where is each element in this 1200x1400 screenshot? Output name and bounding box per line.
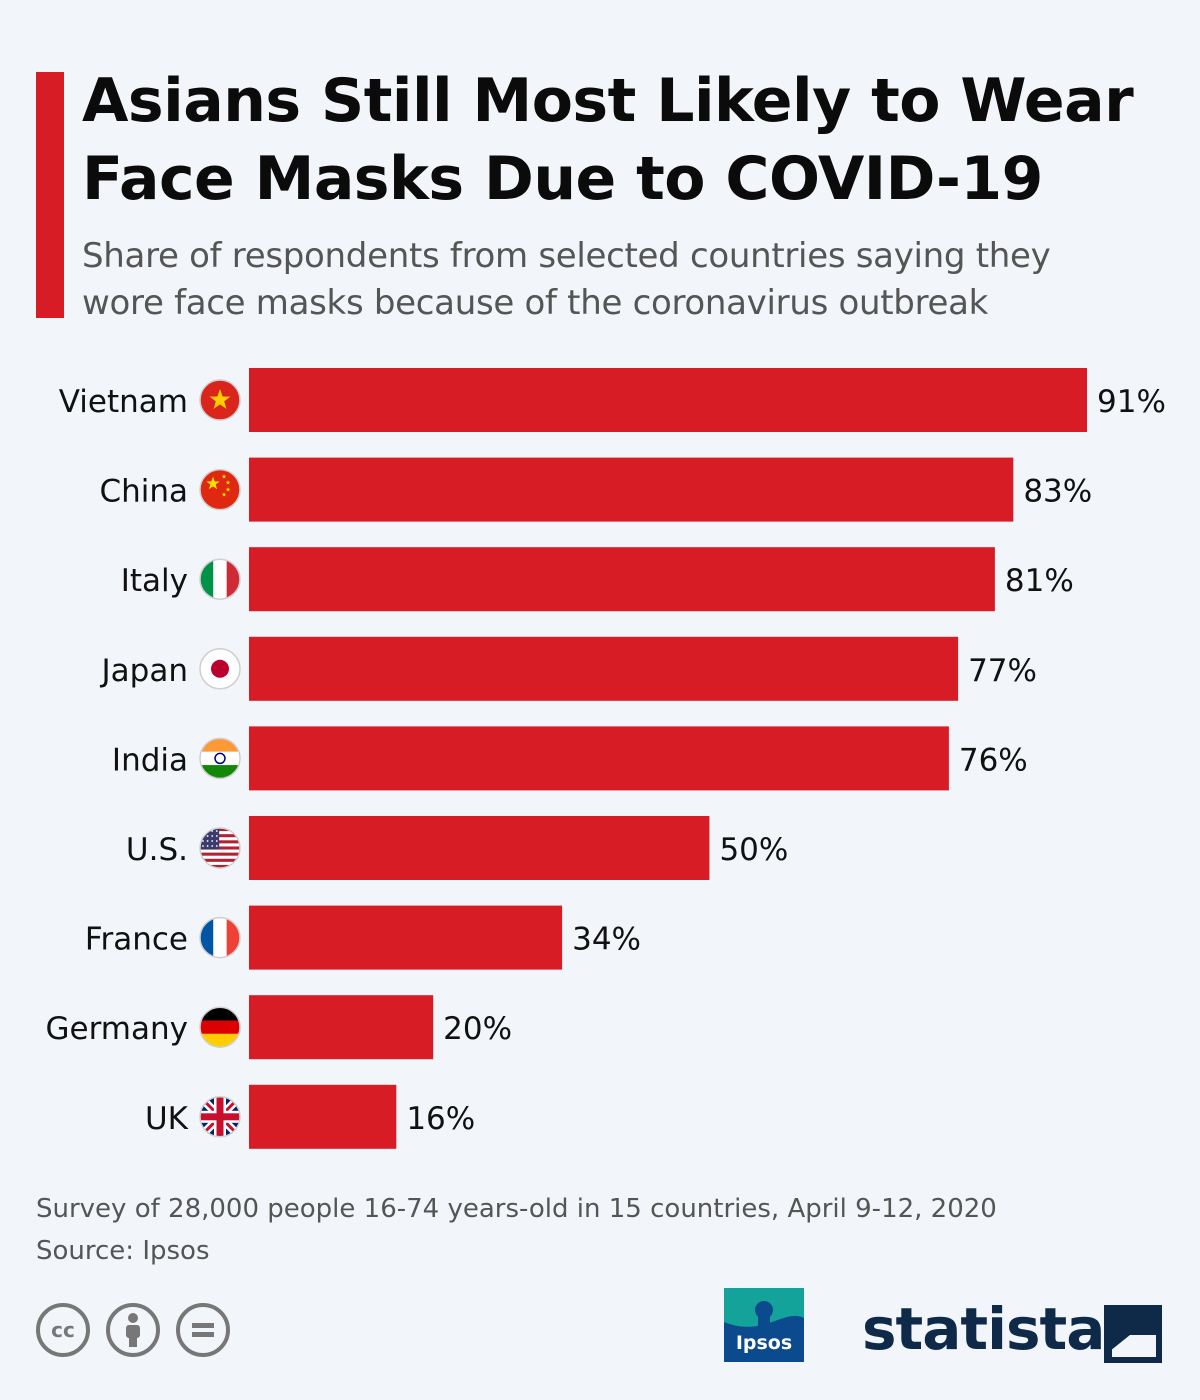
bar-row-france: France 34%	[85, 905, 641, 970]
japan-flag-icon	[199, 648, 241, 690]
category-label: Japan	[100, 653, 188, 689]
category-label: Germany	[46, 1011, 188, 1047]
bar	[249, 457, 1014, 522]
accent-bar	[36, 72, 64, 318]
no-derivatives-icon[interactable]	[176, 1303, 230, 1357]
us-flag-icon	[199, 827, 241, 869]
value-label: 16%	[406, 1101, 475, 1137]
subtitle-line-2: wore face masks because of the coronavir…	[82, 283, 989, 323]
category-label: Vietnam	[59, 384, 188, 420]
ipsos-logo-text: Ipsos	[735, 1332, 793, 1354]
bar-row-india: India 76%	[112, 726, 1028, 791]
value-label: 91%	[1097, 384, 1166, 420]
source-note: Source: Ipsos	[36, 1236, 210, 1266]
value-label: 20%	[443, 1011, 512, 1047]
france-flag-icon	[199, 916, 241, 959]
title-line-2: Face Masks Due to COVID-19	[82, 144, 1043, 214]
category-label: UK	[145, 1101, 189, 1137]
vietnam-flag-icon	[199, 379, 241, 421]
chart-title: Asians Still Most Likely to Wear Face Ma…	[82, 62, 1182, 218]
value-label: 34%	[572, 922, 641, 958]
ipsos-logo[interactable]: Ipsos	[724, 1288, 804, 1362]
bar	[249, 995, 434, 1060]
bar	[249, 547, 995, 612]
bar-row-china: China 83%	[99, 457, 1092, 522]
india-flag-icon	[199, 737, 241, 780]
value-label: 83%	[1023, 474, 1092, 510]
italy-flag-icon	[199, 558, 241, 600]
china-flag-icon	[199, 468, 241, 511]
bar	[249, 1084, 397, 1149]
bar	[249, 636, 959, 701]
value-label: 77%	[968, 653, 1037, 689]
value-label: 76%	[959, 742, 1028, 778]
value-label: 50%	[719, 832, 788, 868]
bar	[249, 905, 563, 970]
footnote: Survey of 28,000 people 16-74 years-old …	[36, 1188, 997, 1272]
bar-chart: Vietnam 91% China 83% Italy 81% Japan 77% India 7…	[46, 368, 1166, 1149]
bar-row-germany: Germany 20%	[46, 995, 512, 1060]
subtitle-line-1: Share of respondents from selected count…	[82, 236, 1051, 276]
bar-row-italy: Italy 81%	[121, 547, 1074, 612]
survey-note: Survey of 28,000 people 16-74 years-old …	[36, 1194, 997, 1224]
statista-logo[interactable]: statista	[862, 1295, 1105, 1363]
bar-row-japan: Japan 77%	[100, 636, 1037, 701]
bar-row-u-s: U.S. 50%	[126, 816, 788, 880]
value-label: 81%	[1005, 563, 1074, 599]
license-icons: cc	[36, 1303, 230, 1357]
category-label: Italy	[121, 563, 188, 599]
chart-subtitle: Share of respondents from selected count…	[82, 233, 1172, 327]
category-label: China	[99, 474, 188, 510]
category-label: U.S.	[126, 832, 188, 868]
category-label: France	[85, 922, 188, 958]
title-line-1: Asians Still Most Likely to Wear	[82, 66, 1134, 136]
germany-flag-icon	[199, 1006, 241, 1048]
statista-mark-icon	[1104, 1305, 1162, 1363]
bar	[249, 816, 710, 880]
attribution-icon[interactable]	[106, 1303, 160, 1357]
bar-row-vietnam: Vietnam 91%	[59, 368, 1166, 432]
uk-flag-icon	[199, 1096, 241, 1138]
bar-row-uk: UK 16%	[145, 1084, 475, 1149]
bar	[249, 726, 949, 791]
creative-commons-icon[interactable]: cc	[36, 1303, 90, 1357]
category-label: India	[112, 742, 188, 778]
bar	[249, 368, 1087, 432]
